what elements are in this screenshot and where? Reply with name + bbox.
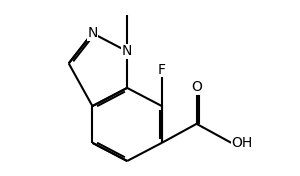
Text: N: N: [122, 44, 132, 58]
Text: O: O: [191, 80, 202, 95]
Text: N: N: [87, 26, 98, 40]
Text: F: F: [158, 63, 166, 77]
Text: OH: OH: [231, 136, 253, 150]
